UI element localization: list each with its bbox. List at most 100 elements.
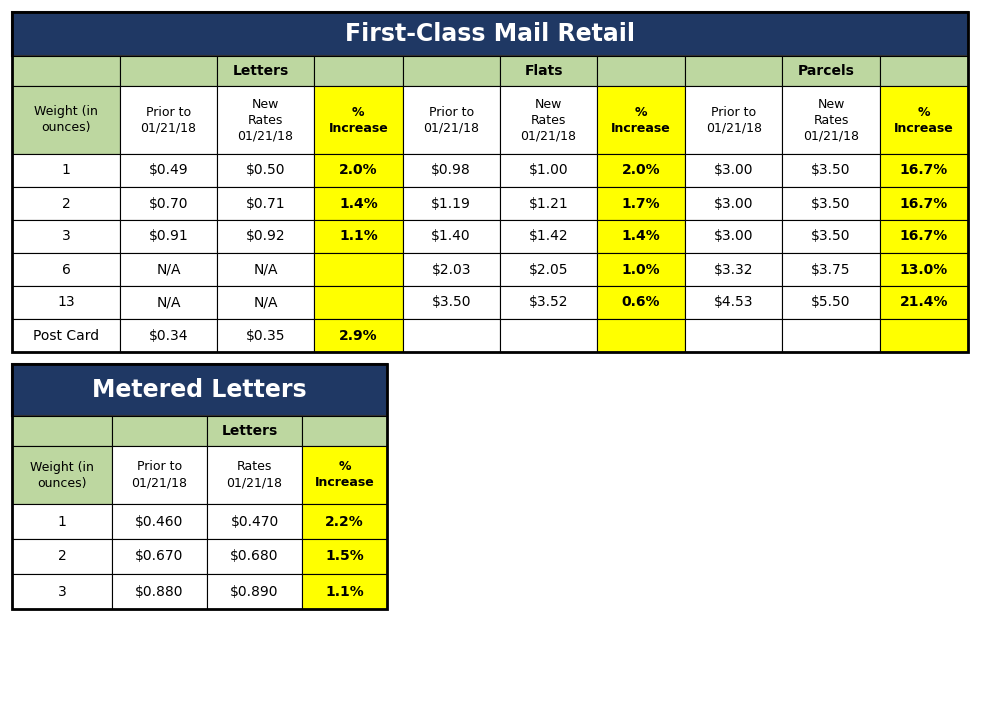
Bar bbox=[302, 446, 387, 504]
Bar bbox=[217, 220, 314, 253]
Text: $0.880: $0.880 bbox=[135, 584, 183, 598]
Bar bbox=[783, 187, 880, 220]
Text: 3: 3 bbox=[58, 584, 67, 598]
Text: $4.53: $4.53 bbox=[714, 295, 753, 309]
Bar bbox=[686, 319, 783, 352]
Text: $1.40: $1.40 bbox=[432, 229, 471, 243]
Text: 16.7%: 16.7% bbox=[900, 164, 948, 177]
Bar bbox=[499, 286, 596, 319]
Bar bbox=[880, 319, 968, 352]
Bar bbox=[12, 56, 120, 86]
Text: $0.460: $0.460 bbox=[135, 515, 183, 529]
Bar bbox=[783, 286, 880, 319]
Text: %
Increase: % Increase bbox=[315, 460, 375, 489]
Text: $0.92: $0.92 bbox=[246, 229, 285, 243]
Text: 1.7%: 1.7% bbox=[622, 197, 660, 210]
Bar bbox=[402, 56, 499, 86]
Bar bbox=[12, 319, 120, 352]
Text: Parcels: Parcels bbox=[799, 64, 855, 78]
Bar bbox=[499, 86, 596, 154]
Text: 2: 2 bbox=[58, 550, 67, 564]
Bar bbox=[783, 253, 880, 286]
Bar bbox=[783, 154, 880, 187]
Text: 13: 13 bbox=[57, 295, 75, 309]
Bar bbox=[499, 154, 596, 187]
Bar bbox=[596, 253, 686, 286]
Bar bbox=[217, 56, 314, 86]
Bar bbox=[596, 86, 686, 154]
Bar bbox=[686, 56, 783, 86]
Text: 1.0%: 1.0% bbox=[622, 262, 660, 276]
Bar bbox=[499, 319, 596, 352]
Bar bbox=[402, 286, 499, 319]
Bar bbox=[596, 286, 686, 319]
Text: $0.670: $0.670 bbox=[135, 550, 183, 564]
Bar bbox=[499, 253, 596, 286]
Text: 2: 2 bbox=[62, 197, 71, 210]
Bar bbox=[596, 220, 686, 253]
Bar bbox=[12, 364, 387, 416]
Bar bbox=[112, 416, 207, 446]
Text: Weight (in
ounces): Weight (in ounces) bbox=[34, 105, 98, 134]
Text: $0.71: $0.71 bbox=[246, 197, 285, 210]
Bar bbox=[12, 539, 112, 574]
Text: $3.00: $3.00 bbox=[714, 229, 753, 243]
Bar bbox=[12, 220, 120, 253]
Text: $0.35: $0.35 bbox=[246, 328, 285, 342]
Text: 2.2%: 2.2% bbox=[325, 515, 364, 529]
Bar bbox=[217, 253, 314, 286]
Bar bbox=[207, 539, 302, 574]
Bar bbox=[120, 220, 217, 253]
Bar bbox=[120, 154, 217, 187]
Text: $2.05: $2.05 bbox=[529, 262, 568, 276]
Text: $0.91: $0.91 bbox=[148, 229, 188, 243]
Bar bbox=[120, 319, 217, 352]
Text: $0.49: $0.49 bbox=[149, 164, 188, 177]
Bar bbox=[402, 154, 499, 187]
Bar bbox=[217, 187, 314, 220]
Text: $3.50: $3.50 bbox=[811, 229, 851, 243]
Text: Prior to
01/21/18: Prior to 01/21/18 bbox=[131, 460, 187, 489]
Bar bbox=[112, 539, 207, 574]
Bar bbox=[499, 56, 596, 86]
Text: 6: 6 bbox=[62, 262, 71, 276]
Bar bbox=[880, 56, 968, 86]
Text: Prior to
01/21/18: Prior to 01/21/18 bbox=[423, 105, 479, 134]
Text: 3: 3 bbox=[62, 229, 71, 243]
Bar bbox=[302, 504, 387, 539]
Bar bbox=[12, 364, 387, 609]
Text: $3.75: $3.75 bbox=[811, 262, 851, 276]
Bar bbox=[120, 86, 217, 154]
Text: $2.03: $2.03 bbox=[432, 262, 471, 276]
Bar bbox=[120, 187, 217, 220]
Text: 1: 1 bbox=[62, 164, 71, 177]
Text: N/A: N/A bbox=[156, 262, 181, 276]
Text: New
Rates
01/21/18: New Rates 01/21/18 bbox=[803, 98, 859, 143]
Bar bbox=[120, 286, 217, 319]
Bar bbox=[12, 12, 968, 56]
Text: $0.70: $0.70 bbox=[149, 197, 188, 210]
Text: $0.890: $0.890 bbox=[231, 584, 279, 598]
Text: 1.4%: 1.4% bbox=[339, 197, 378, 210]
Bar bbox=[112, 446, 207, 504]
Bar bbox=[314, 56, 402, 86]
Text: $3.50: $3.50 bbox=[811, 197, 851, 210]
Bar bbox=[880, 86, 968, 154]
Bar bbox=[880, 154, 968, 187]
Bar bbox=[12, 253, 120, 286]
Text: $3.00: $3.00 bbox=[714, 164, 753, 177]
Bar bbox=[314, 86, 402, 154]
Text: 0.6%: 0.6% bbox=[622, 295, 660, 309]
Bar bbox=[207, 416, 302, 446]
Bar bbox=[12, 154, 120, 187]
Bar bbox=[12, 86, 120, 154]
Bar bbox=[12, 446, 112, 504]
Text: $0.34: $0.34 bbox=[149, 328, 188, 342]
Bar bbox=[12, 187, 120, 220]
Bar bbox=[596, 154, 686, 187]
Bar bbox=[302, 416, 387, 446]
Bar bbox=[120, 56, 217, 86]
Text: 1.4%: 1.4% bbox=[622, 229, 660, 243]
Text: $0.470: $0.470 bbox=[231, 515, 279, 529]
Text: New
Rates
01/21/18: New Rates 01/21/18 bbox=[520, 98, 576, 143]
